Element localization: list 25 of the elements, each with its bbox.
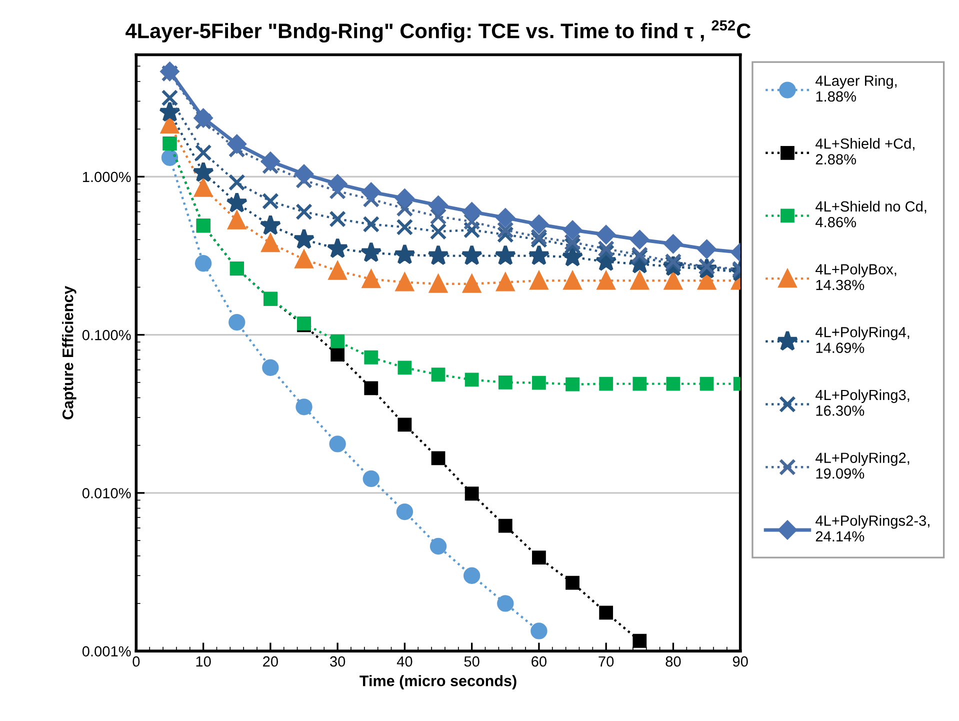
legend-label: 4L+PolyRing2, 19.09%	[816, 452, 910, 479]
legend-label: 4Layer Ring, 1.88%	[816, 75, 897, 102]
x-tick-label: 50	[464, 656, 480, 667]
legend-label: 4L+PolyBox, 14.38%	[816, 264, 896, 290]
x-tick-label: 10	[196, 656, 211, 667]
y-tick-label: 1.000%	[82, 172, 131, 182]
legend-label: 4L+PolyRings2-3, 24.14%	[816, 515, 930, 542]
y-tick-label: 0.001%	[82, 646, 131, 656]
x-tick-label: 60	[532, 656, 546, 667]
legend-label: 4L+Shield no Cd, 4.86%	[816, 200, 926, 228]
x-tick-label: 40	[396, 656, 412, 667]
y-tick-label: 0.010%	[82, 488, 131, 498]
y-axis-title: Capture Efficiency	[62, 286, 76, 420]
legend-label: 4L+PolyRing3, 16.30%	[816, 389, 910, 416]
y-tick-label: 0.100%	[82, 330, 131, 340]
x-tick-label: 70	[598, 656, 614, 667]
x-axis-title: Time (micro seconds)	[360, 675, 516, 690]
x-tick-label: 0	[132, 656, 140, 667]
chart-title: 4Layer-5Fiber "Bndg-Ring" Config: TCE vs. Time to find τ , $^{252}$C	[126, 20, 751, 43]
x-tick-label: 20	[263, 656, 278, 667]
legend-label: 4L+Shield +Cd, 2.88%	[816, 138, 914, 164]
legend-label: 4L+PolyRing4, 14.69%	[816, 326, 910, 354]
x-tick-label: 30	[330, 656, 346, 667]
x-tick-label: 90	[732, 656, 748, 667]
x-tick-label: 80	[666, 656, 681, 667]
